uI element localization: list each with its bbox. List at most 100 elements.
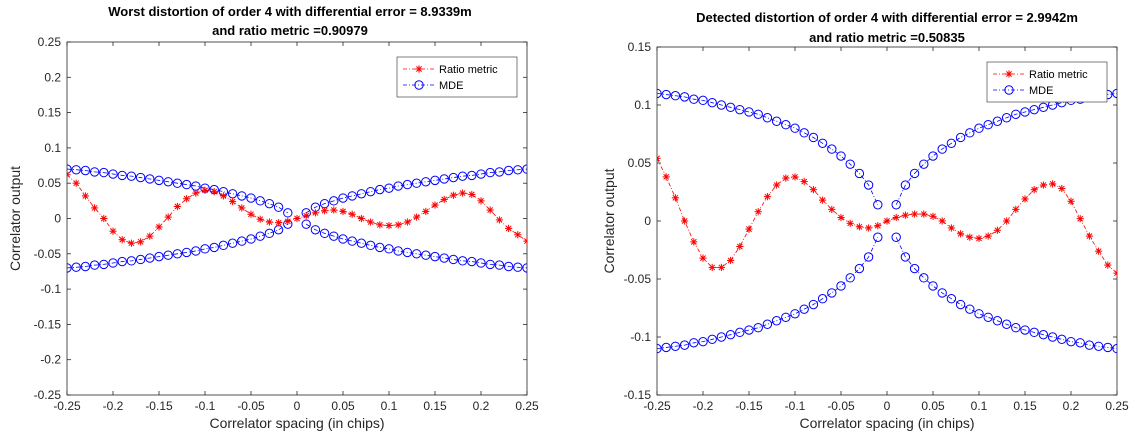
mde-point — [863, 180, 874, 190]
mde-point — [808, 132, 819, 143]
mde-point — [965, 304, 975, 314]
mde-point — [375, 242, 385, 253]
mde-point — [1029, 327, 1039, 338]
mde-point — [513, 165, 523, 175]
legend-mde-marker — [1004, 85, 1014, 95]
mde-point — [117, 170, 127, 181]
ratio-metric-point — [468, 190, 476, 199]
ratio-metric-point — [164, 213, 172, 221]
y-tick-label: -0.05 — [624, 272, 652, 286]
mde-point — [891, 232, 901, 242]
mde-point — [99, 167, 109, 178]
mde-point — [661, 342, 671, 353]
mde-point — [126, 171, 137, 181]
mde-point — [836, 151, 846, 161]
legend-box — [396, 56, 518, 98]
mde-point — [790, 309, 800, 319]
ratio-metric-point — [993, 226, 1001, 234]
mde-point — [753, 323, 763, 333]
mde-point — [485, 167, 495, 178]
mde-point — [744, 107, 754, 117]
mde-point — [762, 319, 773, 329]
mde-point — [246, 234, 256, 244]
mde-point — [237, 191, 247, 201]
mde-line-upper-branch — [657, 93, 879, 205]
mde-point — [347, 236, 357, 246]
mde-point — [329, 231, 339, 241]
mde-point — [80, 261, 91, 272]
mde-point — [503, 261, 514, 272]
mde-point — [522, 263, 527, 273]
ratio-metric-point — [505, 224, 513, 232]
ratio-metric-point — [892, 213, 900, 222]
mde-point — [817, 138, 828, 148]
mde-point — [657, 88, 662, 99]
x-axis-label: Correlator spacing (in chips) — [209, 415, 384, 431]
mde-point — [384, 183, 394, 193]
mde-point — [845, 159, 855, 169]
mde-point — [503, 165, 514, 176]
ratio-metric-point — [155, 223, 163, 231]
mde-point — [707, 97, 717, 108]
ratio-metric-point — [486, 206, 494, 214]
ratio-metric-point — [1003, 217, 1011, 225]
mde-point — [448, 254, 459, 265]
legend-ratio-label: Ratio metric — [1029, 69, 1088, 81]
mde-point — [191, 246, 201, 256]
mde-point — [891, 200, 901, 210]
mde-point — [356, 189, 367, 199]
ratio-metric-point — [173, 202, 181, 211]
mde-point — [163, 177, 173, 187]
mde-point — [670, 91, 681, 101]
x-tick-label: -0.25 — [643, 399, 671, 413]
mde-point — [67, 164, 72, 174]
mde-point — [99, 259, 109, 270]
x-tick-label: -0.05 — [237, 399, 265, 413]
ratio-metric-point — [357, 214, 365, 223]
mde-point — [928, 151, 938, 161]
y-tick-label: -0.05 — [34, 247, 62, 261]
ratio-metric-point — [514, 231, 522, 239]
mde-point — [836, 281, 846, 291]
mde-point — [467, 256, 477, 267]
mde-point — [1001, 319, 1012, 329]
mde-point — [255, 196, 265, 206]
mde-point — [946, 294, 957, 304]
ratio-metric-point — [284, 217, 292, 225]
mde-point — [439, 174, 449, 184]
y-tick-label: -0.1 — [40, 282, 61, 296]
ratio-metric-point — [265, 218, 273, 226]
mde-point — [273, 202, 284, 212]
x-tick-label: 0.15 — [423, 399, 447, 413]
plot-area — [657, 88, 1117, 354]
x-tick-label: -0.1 — [195, 399, 216, 413]
ratio-metric-point — [1030, 186, 1038, 194]
legend-ratio-marker — [1005, 70, 1013, 78]
mde-point — [264, 198, 275, 209]
x-tick-label: 0.1 — [381, 399, 398, 413]
mde-line-lower-branch — [657, 237, 879, 349]
mde-point — [716, 100, 727, 110]
mde-point — [799, 128, 809, 138]
legend: Ratio metric MDE — [396, 56, 518, 98]
y-tick-label: 0 — [644, 214, 651, 228]
ratio-metric-point — [657, 154, 661, 162]
mde-point — [494, 260, 505, 270]
x-tick-label: -0.2 — [693, 399, 714, 413]
mde-line-upper-branch — [895, 93, 1117, 205]
mde-point — [657, 343, 662, 354]
mde-point — [781, 312, 791, 322]
chart-title-line-1: Detected distortion of order 4 with diff… — [696, 10, 1078, 25]
ratio-metric-point — [957, 230, 965, 238]
ratio-metric-point — [865, 224, 873, 232]
x-tick-label: 0.25 — [515, 399, 539, 413]
mde-point — [485, 259, 495, 270]
ratio-metric-point — [109, 227, 117, 235]
y-tick-label: 0 — [54, 212, 61, 226]
mde-point — [827, 144, 837, 154]
ratio-metric-point — [699, 254, 707, 262]
x-tick-label: -0.2 — [103, 399, 124, 413]
mde-point — [781, 120, 791, 130]
ratio-metric-point — [118, 236, 126, 244]
